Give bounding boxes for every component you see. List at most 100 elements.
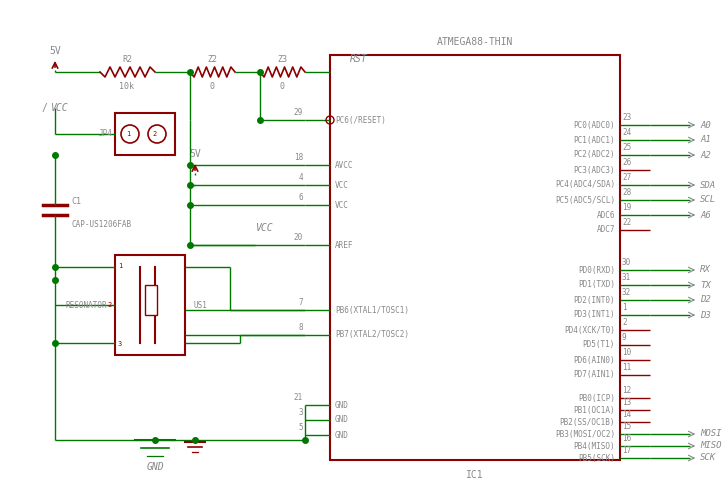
- Text: A2: A2: [700, 151, 711, 160]
- Text: IC1: IC1: [466, 470, 483, 480]
- Text: 27: 27: [622, 173, 631, 182]
- Text: Z2: Z2: [207, 55, 217, 64]
- Text: VCC: VCC: [335, 201, 349, 210]
- Text: RST: RST: [350, 54, 368, 64]
- Text: 15: 15: [622, 422, 631, 431]
- Text: D3: D3: [700, 310, 711, 319]
- Text: C1: C1: [71, 198, 81, 207]
- Text: JP4: JP4: [99, 130, 113, 139]
- Text: 7: 7: [298, 298, 303, 307]
- Text: PB4(MISO): PB4(MISO): [574, 442, 615, 451]
- Text: 12: 12: [622, 386, 631, 395]
- Text: PC2(ADC2): PC2(ADC2): [574, 151, 615, 160]
- Text: GND: GND: [146, 462, 164, 472]
- Bar: [115, 255, 185, 355]
- Text: TX: TX: [700, 280, 711, 289]
- Text: 28: 28: [622, 188, 631, 197]
- Text: 8: 8: [298, 323, 303, 332]
- Text: US1: US1: [193, 300, 207, 309]
- Text: 5V: 5V: [49, 46, 61, 56]
- Text: 3: 3: [298, 408, 303, 417]
- Text: 21: 21: [294, 393, 303, 402]
- Text: PD0(RXD): PD0(RXD): [578, 265, 615, 274]
- Text: A0: A0: [700, 120, 711, 130]
- Text: 32: 32: [622, 288, 631, 297]
- Text: 20: 20: [294, 233, 303, 242]
- Text: 11: 11: [622, 363, 631, 372]
- Text: 3: 3: [118, 341, 122, 347]
- Text: 19: 19: [622, 203, 631, 212]
- Text: PB0(ICP): PB0(ICP): [578, 394, 615, 403]
- Text: 31: 31: [622, 273, 631, 282]
- Text: PB1(OC1A): PB1(OC1A): [574, 406, 615, 415]
- Text: PC4(ADC4/SDA): PC4(ADC4/SDA): [555, 181, 615, 190]
- Bar: [330, 55, 620, 460]
- Text: ADC6: ADC6: [596, 211, 615, 220]
- Text: PC3(ADC3): PC3(ADC3): [574, 166, 615, 175]
- Text: 22: 22: [622, 218, 631, 227]
- Text: RESONATOR: RESONATOR: [65, 300, 107, 309]
- Text: A6: A6: [700, 211, 711, 220]
- Text: PC0(ADC0): PC0(ADC0): [574, 120, 615, 130]
- Text: PD4(XCK/T0): PD4(XCK/T0): [564, 325, 615, 334]
- Text: CAP-US1206FAB: CAP-US1206FAB: [71, 220, 131, 229]
- Bar: [115, 113, 175, 155]
- Text: PD1(TXD): PD1(TXD): [578, 280, 615, 289]
- Text: 9: 9: [622, 333, 627, 342]
- Text: 16: 16: [622, 434, 631, 443]
- Text: GND: GND: [335, 431, 349, 440]
- Text: 18: 18: [294, 153, 303, 162]
- Text: SCK: SCK: [700, 454, 716, 463]
- Text: PD3(INT1): PD3(INT1): [574, 310, 615, 319]
- Text: 14: 14: [622, 410, 631, 419]
- Text: 10k: 10k: [119, 82, 134, 91]
- Text: VCC: VCC: [50, 103, 68, 113]
- Text: 4: 4: [298, 173, 303, 182]
- Text: 0: 0: [209, 82, 214, 91]
- Text: Z3: Z3: [277, 55, 287, 64]
- Text: A1: A1: [700, 136, 711, 145]
- Text: PD5(T1): PD5(T1): [582, 340, 615, 349]
- Text: /: /: [41, 103, 47, 113]
- Text: PD7(AIN1): PD7(AIN1): [574, 370, 615, 380]
- Text: ADC7: ADC7: [596, 226, 615, 235]
- Bar: [145, 285, 157, 315]
- Text: MOSI: MOSI: [700, 430, 721, 439]
- Text: SDA: SDA: [700, 181, 716, 190]
- Text: 30: 30: [622, 258, 631, 267]
- Text: 5: 5: [298, 423, 303, 432]
- Text: 13: 13: [622, 398, 631, 407]
- Text: VCC: VCC: [335, 181, 349, 190]
- Text: PB6(XTAL1/TOSC1): PB6(XTAL1/TOSC1): [335, 305, 409, 314]
- Text: 1: 1: [622, 303, 627, 312]
- Text: PC5(ADC5/SCL): PC5(ADC5/SCL): [555, 196, 615, 205]
- Text: 1: 1: [126, 131, 130, 137]
- Text: R2: R2: [122, 55, 132, 64]
- Text: SCL: SCL: [700, 196, 716, 205]
- Text: 25: 25: [622, 143, 631, 152]
- Text: 29: 29: [294, 108, 303, 117]
- Text: ATMEGA88-THIN: ATMEGA88-THIN: [437, 37, 513, 47]
- Text: GND: GND: [335, 416, 349, 425]
- Text: PB7(XTAL2/TOSC2): PB7(XTAL2/TOSC2): [335, 330, 409, 339]
- Text: 0: 0: [279, 82, 284, 91]
- Text: AREF: AREF: [335, 241, 353, 250]
- Text: 26: 26: [622, 158, 631, 167]
- Text: PD6(AIN0): PD6(AIN0): [574, 355, 615, 364]
- Text: PC1(ADC1): PC1(ADC1): [574, 136, 615, 145]
- Text: PB5(SCK): PB5(SCK): [578, 454, 615, 463]
- Text: D2: D2: [700, 295, 711, 304]
- Text: RX: RX: [700, 265, 711, 274]
- Text: VCC: VCC: [255, 223, 273, 233]
- Text: 2: 2: [108, 302, 112, 308]
- Text: PC6(/RESET): PC6(/RESET): [335, 115, 386, 124]
- Text: MISO: MISO: [700, 442, 721, 451]
- Text: 24: 24: [622, 128, 631, 137]
- Text: 6: 6: [298, 193, 303, 202]
- Text: 2: 2: [622, 318, 627, 327]
- Text: 1: 1: [118, 263, 122, 269]
- Text: 2: 2: [153, 131, 157, 137]
- Text: AVCC: AVCC: [335, 161, 353, 170]
- Text: PD2(INT0): PD2(INT0): [574, 295, 615, 304]
- Text: 17: 17: [622, 446, 631, 455]
